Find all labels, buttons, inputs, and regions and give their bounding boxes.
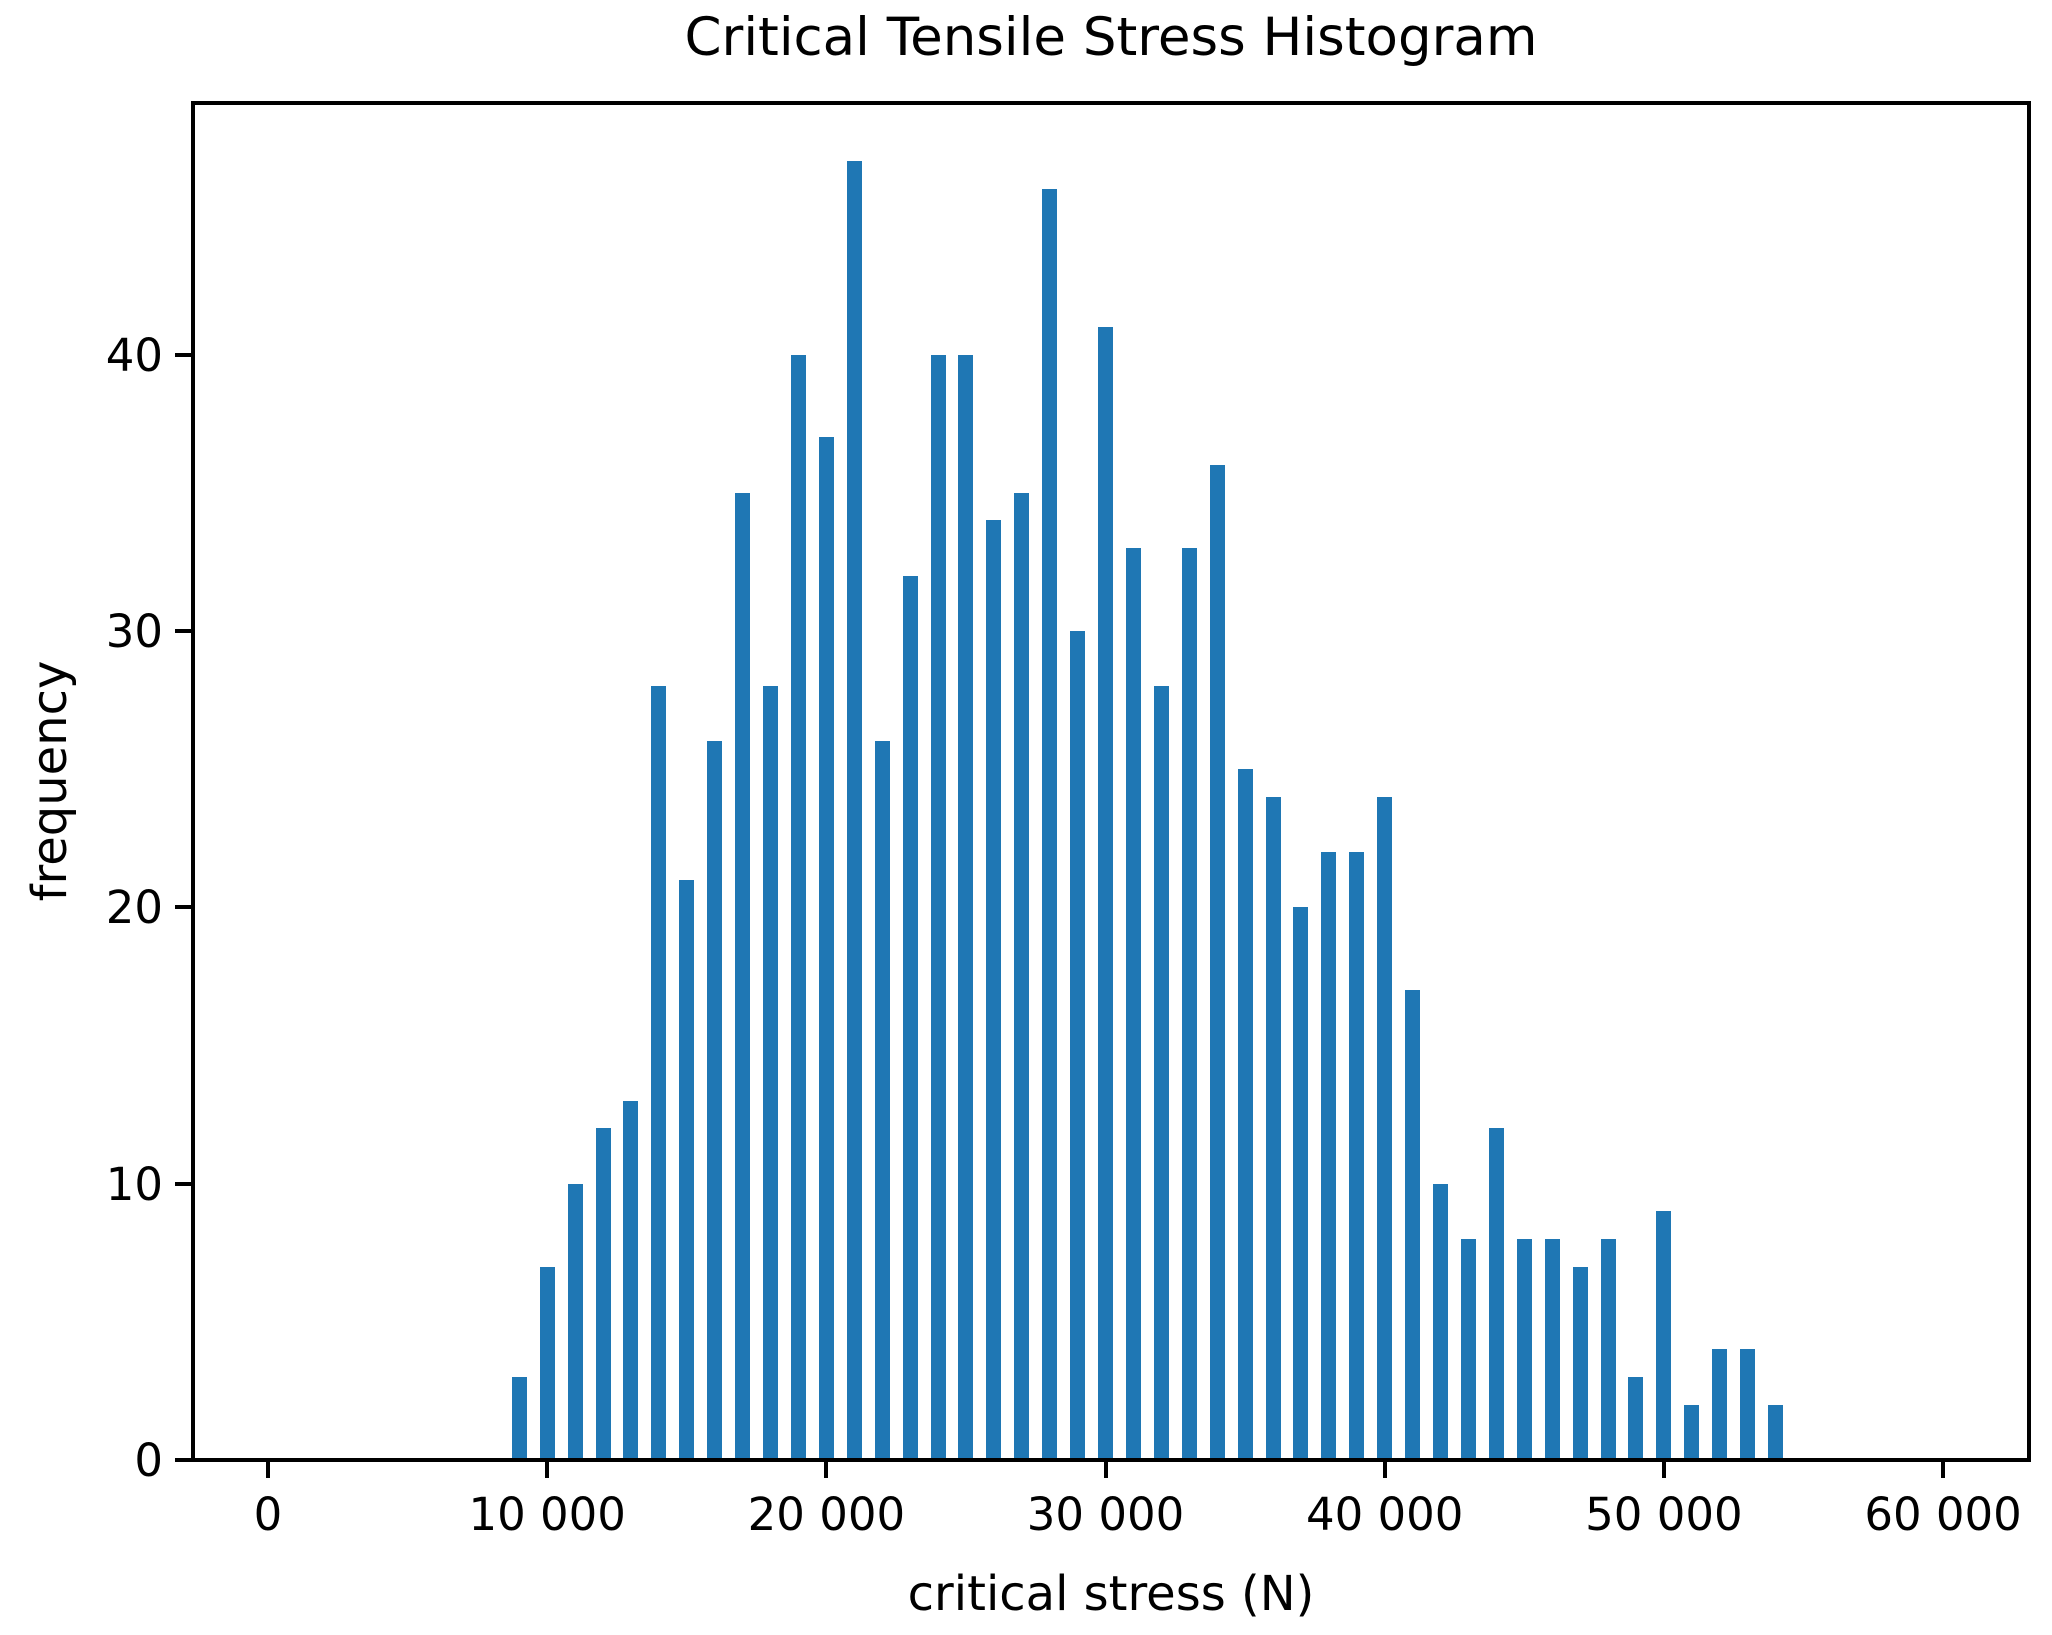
histogram-bar: [1181, 547, 1197, 1460]
histogram-bar: [1321, 851, 1337, 1460]
histogram-bar: [1265, 796, 1281, 1460]
x-tick-label: 0: [253, 1488, 283, 1541]
histogram-bar: [1125, 547, 1141, 1460]
x-tick-mark: [824, 1462, 829, 1478]
histogram-bar: [930, 354, 946, 1460]
histogram-bar: [1712, 1349, 1728, 1460]
histogram-bar: [1740, 1349, 1756, 1460]
y-tick-mark: [175, 628, 191, 633]
histogram-bar: [1153, 686, 1169, 1460]
x-tick-mark: [1103, 1462, 1108, 1478]
chart-title: Critical Tensile Stress Histogram: [684, 7, 1538, 68]
histogram-bar: [1572, 1266, 1588, 1460]
x-tick-label: 50 000: [1585, 1488, 1743, 1541]
histogram-bar: [902, 575, 918, 1460]
histogram-bar: [1433, 1183, 1449, 1460]
x-tick-label: 60 000: [1864, 1488, 2022, 1541]
histogram-bar: [539, 1266, 555, 1460]
x-tick-mark: [1941, 1462, 1946, 1478]
histogram-bar: [1098, 326, 1114, 1460]
histogram-bar: [1405, 990, 1421, 1460]
histogram-bar: [1293, 907, 1309, 1460]
x-tick-label: 40 000: [1305, 1488, 1464, 1541]
x-axis-label: critical stress (N): [907, 1566, 1315, 1622]
y-axis-label: frequency: [22, 660, 78, 902]
histogram-bar: [1488, 1128, 1504, 1460]
histogram-bar: [1014, 492, 1030, 1460]
y-tick-label: 30: [105, 604, 163, 658]
histogram-bar: [511, 1377, 527, 1460]
histogram-bar: [1042, 188, 1058, 1460]
y-tick-mark: [175, 352, 191, 357]
y-tick-label: 10: [105, 1157, 163, 1211]
x-tick-label: 20 000: [747, 1488, 906, 1541]
histogram-bar: [846, 161, 862, 1460]
histogram-bar: [651, 686, 667, 1460]
plot-area: [191, 101, 2031, 1462]
histogram-bar: [818, 437, 834, 1460]
y-tick-mark: [175, 905, 191, 910]
y-tick-mark: [175, 1181, 191, 1186]
histogram-bar: [763, 686, 779, 1460]
histogram-bar: [1349, 851, 1365, 1460]
x-tick-mark: [545, 1462, 550, 1478]
histogram-bar: [1768, 1404, 1784, 1460]
histogram-bar: [595, 1128, 611, 1460]
x-tick-mark: [266, 1462, 270, 1478]
x-tick-mark: [1661, 1462, 1666, 1478]
histogram-bar: [986, 520, 1002, 1460]
histogram-bar: [623, 1100, 639, 1460]
histogram-bar: [567, 1183, 583, 1460]
histogram-bar: [1656, 1211, 1672, 1460]
histogram-bar: [735, 492, 751, 1460]
histogram-bar: [1544, 1238, 1560, 1460]
y-tick-label: 40: [105, 328, 163, 382]
x-tick-mark: [1382, 1462, 1387, 1478]
histogram-bar: [1628, 1377, 1644, 1460]
histogram-bar: [958, 354, 974, 1460]
histogram-bar: [1209, 465, 1225, 1460]
histogram-bar: [1460, 1238, 1476, 1460]
histogram-bar: [679, 879, 695, 1460]
histogram-bar: [707, 741, 723, 1460]
histogram-bar: [790, 354, 806, 1460]
histogram-bar: [1684, 1404, 1700, 1460]
histogram-bar: [1237, 769, 1253, 1460]
histogram-bar: [1516, 1238, 1532, 1460]
histogram-bar: [1600, 1238, 1616, 1460]
x-tick-label: 30 000: [1026, 1488, 1185, 1541]
y-tick-label: 20: [105, 881, 163, 935]
y-tick-label: 0: [134, 1434, 163, 1487]
histogram-bar: [874, 741, 890, 1460]
x-tick-label: 10 000: [468, 1488, 626, 1541]
y-tick-mark: [175, 1458, 191, 1462]
histogram-bar: [1070, 630, 1086, 1460]
histogram-bar: [1377, 796, 1393, 1460]
